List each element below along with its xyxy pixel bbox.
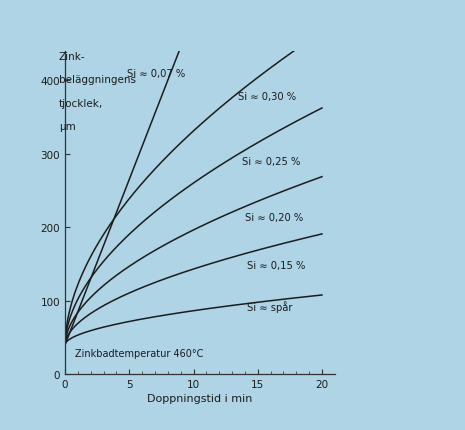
Text: Zink-: Zink- (59, 52, 85, 61)
Text: beläggningens: beläggningens (59, 75, 136, 85)
Text: tjocklek,: tjocklek, (59, 98, 103, 108)
Text: Zinkbadtemperatur 460°C: Zinkbadtemperatur 460°C (75, 348, 204, 358)
Text: Si ≈ 0,25 %: Si ≈ 0,25 % (242, 157, 301, 166)
Text: Si ≈ 0,15 %: Si ≈ 0,15 % (247, 261, 306, 270)
Text: Si ≈ 0,07 %: Si ≈ 0,07 % (127, 69, 185, 79)
Text: Si ≈ 0,20 %: Si ≈ 0,20 % (245, 213, 303, 223)
Text: μm: μm (59, 122, 75, 132)
Text: Si ≈ 0,30 %: Si ≈ 0,30 % (239, 92, 297, 102)
X-axis label: Doppningstid i min: Doppningstid i min (147, 393, 252, 403)
Text: Si ≈ spår: Si ≈ spår (247, 301, 293, 313)
